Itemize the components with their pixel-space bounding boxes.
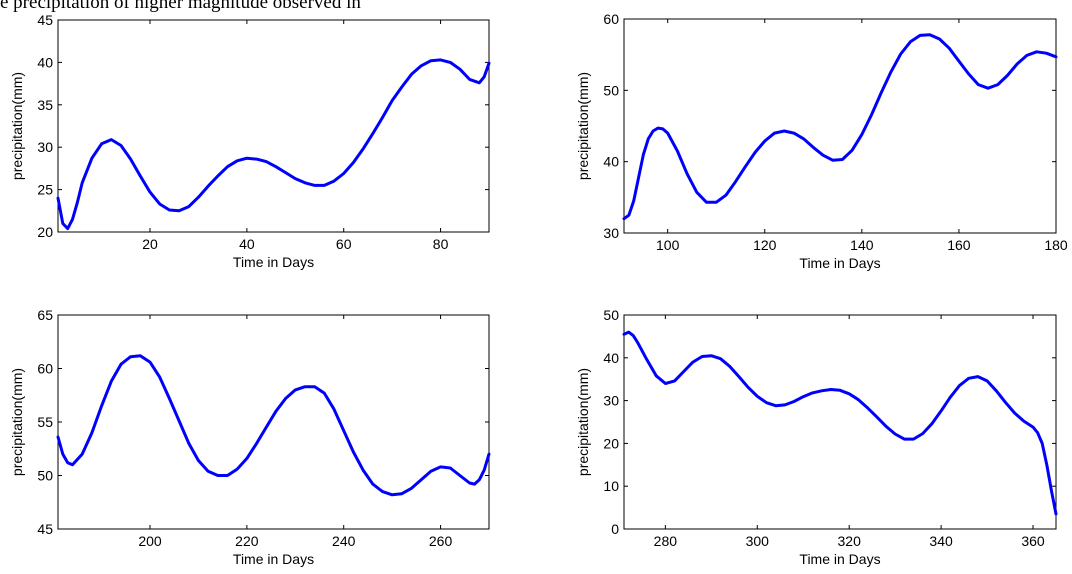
y-tick-label: 50 [603,82,619,98]
y-tick-label: 45 [37,521,53,537]
y-tick-label: 0 [611,521,619,537]
x-tick-label: 20 [142,236,158,252]
y-tick-label: 40 [603,154,619,170]
plot-frame [623,314,1057,530]
y-tick-label: 40 [37,54,53,70]
chart-panel-3: 200 220 240 260 45 50 55 60 65 Time in Days precip… [9,307,491,567]
y-tick-label: 20 [37,224,53,240]
y-tick-label: 30 [603,393,619,409]
x-tick-label: 340 [929,533,953,549]
plot-frame [623,18,1057,234]
x-axis-label: Time in Days [233,254,314,270]
y-tick-label: 55 [37,414,53,430]
y-axis-label: precipitation(mm) [575,72,591,180]
precipitation-series-line [56,354,491,497]
y-tick-label: 35 [37,97,53,113]
x-tick-label: 320 [838,533,862,549]
y-tick-label: 45 [37,12,53,28]
plot-frame [57,19,490,233]
y-tick-label: 30 [37,139,53,155]
x-tick-label: 60 [336,236,352,252]
y-axis-label: precipitation(mm) [9,72,25,180]
x-tick-label: 240 [332,533,356,549]
precipitation-series-line [56,58,491,231]
y-tick-label: 20 [603,435,619,451]
y-tick-label: 50 [603,307,619,323]
y-tick-label: 50 [37,468,53,484]
x-tick-label: 200 [138,533,162,549]
y-axis-label: precipitation(mm) [575,368,591,476]
x-tick-label: 220 [235,533,259,549]
chart-panel-2: 100 120 140 160 180 30 40 50 60 Time in Days preci… [575,11,1068,271]
y-axis-label: precipitation(mm) [9,368,25,476]
x-axis-label: Time in Days [799,255,880,271]
x-axis-label: Time in Days [233,551,314,567]
plot-frame [57,314,490,530]
y-tick-label: 25 [37,182,53,198]
y-tick-label: 10 [603,478,619,494]
x-tick-label: 40 [239,236,255,252]
x-tick-label: 360 [1021,533,1045,549]
x-tick-label: 280 [654,533,678,549]
precipitation-series-line [622,33,1058,221]
y-tick-label: 30 [603,225,619,241]
precipitation-series-line [622,330,1058,516]
x-tick-label: 160 [947,237,971,253]
x-tick-label: 140 [850,237,874,253]
x-tick-label: 300 [746,533,770,549]
chart-panel-1: 20 40 60 80 20 25 30 35 40 45 Time in Days precipit… [9,12,491,270]
y-tick-label: 40 [603,350,619,366]
caption-fragment: e precipitation of higher magnitude obse… [0,0,361,13]
x-tick-label: 100 [656,237,680,253]
y-tick-label: 65 [37,307,53,323]
x-tick-label: 180 [1044,237,1068,253]
x-tick-label: 260 [429,533,453,549]
x-tick-label: 120 [753,237,777,253]
x-axis-label: Time in Days [799,551,880,567]
y-tick-label: 60 [37,361,53,377]
chart-panel-4: 280 300 320 340 360 0 10 20 30 40 50 Time in Days pr… [575,307,1058,567]
y-tick-label: 60 [603,11,619,27]
x-tick-label: 80 [433,236,449,252]
